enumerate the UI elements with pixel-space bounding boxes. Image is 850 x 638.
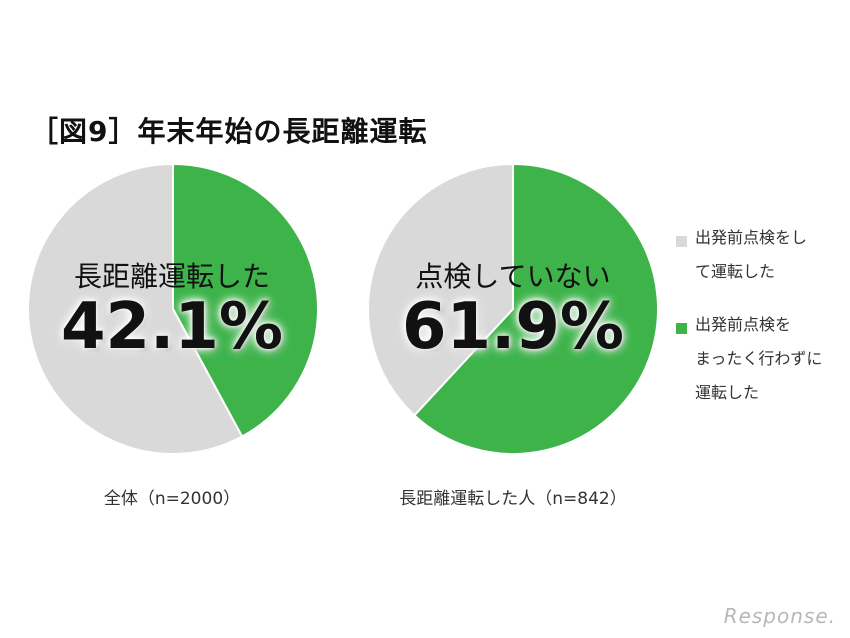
pie-slice [367, 162, 514, 417]
legend-line: まったく行わずに [695, 349, 823, 368]
legend-text: 出発前点検をし て運転した [695, 221, 807, 289]
chart-title: ［図9］年末年始の長距離運転 [30, 115, 428, 148]
pie-chart-long-distance [367, 162, 659, 455]
legend-text: 出発前点検を まったく行わずに 運転した [695, 308, 822, 410]
legend-item-not-inspected: 出発前点検を まったく行わずに 運転した [676, 315, 846, 410]
response-logo: Response. [723, 604, 836, 628]
legend: 出発前点検をし て運転した 出発前点検を まったく行わずに 運転した [676, 228, 846, 438]
pie-slice [172, 162, 319, 438]
legend-item-inspected: 出発前点検をし て運転した [676, 228, 846, 289]
legend-line: 出発前点検を [695, 315, 792, 334]
legend-line: て運転した [695, 262, 776, 281]
legend-line: 出発前点検をし [695, 228, 808, 247]
legend-line: 運転した [695, 383, 760, 402]
pie2-percent-label: 61.9% [401, 290, 625, 364]
pie-slice [27, 162, 244, 455]
pie2-center-label: 点検していない [415, 260, 611, 293]
pie1-center-label: 長距離運転した [73, 260, 271, 293]
legend-swatch-green [676, 323, 687, 334]
pie1-caption: 全体（n=2000） [103, 489, 241, 509]
pie-chart-overall [27, 162, 319, 455]
pie1-percent-label: 42.1% [60, 290, 284, 364]
pie-slice [412, 162, 659, 455]
pie2-caption: 長距離運転した人（n=842） [399, 489, 627, 509]
legend-swatch-gray [676, 236, 687, 247]
